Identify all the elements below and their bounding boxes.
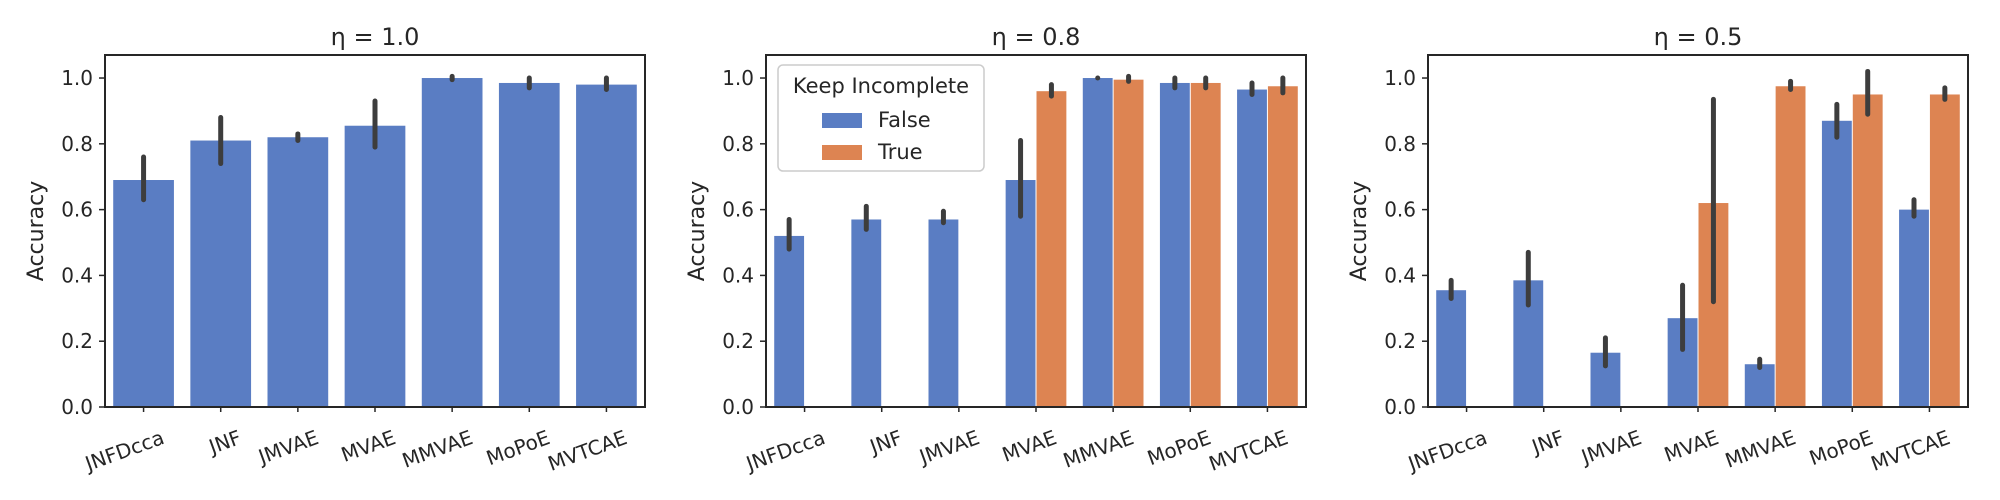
y-tick-label: 0.4 xyxy=(722,263,754,287)
x-tick-label-jnf: JNF xyxy=(1527,425,1568,459)
x-tick-label-mvtcae: MVTCAE xyxy=(1868,425,1954,476)
chart-panel-1: 0.0 0.2 0.4 0.6 0.8 1.0 JNFDcca JNF JMVAE MVAE MMV… xyxy=(24,23,646,476)
bar-mvae xyxy=(344,125,406,407)
x-tick-label-jmvae: JMVAE xyxy=(253,425,321,469)
x-tick-label-mmvae: MMVAE xyxy=(1060,425,1137,473)
bar-mopoe-true xyxy=(1852,94,1883,408)
y-tick-label: 0.0 xyxy=(722,395,754,419)
x-tick-label-jnfdcca: JNFDcca xyxy=(80,425,167,476)
x-tick-label-jnf: JNF xyxy=(865,425,906,459)
y-tick-label: 0.4 xyxy=(61,263,93,287)
y-tick-label: 1.0 xyxy=(722,66,754,90)
y-tick-label: 0.0 xyxy=(61,395,93,419)
chart-title: η = 0.8 xyxy=(992,23,1081,51)
y-tick-label: 0.8 xyxy=(1384,132,1416,156)
x-tick-label-mvae: MVAE xyxy=(999,425,1060,467)
x-tick-label-jnf: JNF xyxy=(204,425,245,459)
y-axis-label: Accuracy xyxy=(24,181,49,281)
x-tick-label-mvtcae: MVTCAE xyxy=(1206,425,1292,476)
y-tick-label: 0.8 xyxy=(722,132,754,156)
legend-swatch-true xyxy=(822,145,862,160)
x-tick-label-mmvae: MMVAE xyxy=(1722,425,1799,473)
y-axis-label: Accuracy xyxy=(1347,181,1372,281)
bar-jmvae-false xyxy=(928,219,959,407)
y-tick-label: 0.4 xyxy=(1384,263,1416,287)
bar-mmvae-false xyxy=(1082,78,1113,407)
x-tick-label-jmvae: JMVAE xyxy=(1576,425,1644,469)
bar-jnf-false xyxy=(851,219,882,407)
bar-mopoe xyxy=(498,82,560,407)
bar-mopoe-true xyxy=(1190,82,1221,407)
legend: Keep Incomplete False True xyxy=(777,64,985,172)
legend-box xyxy=(777,64,985,172)
x-tick-label-mvtcae: MVTCAE xyxy=(545,425,631,476)
bar-jnfdcca-false xyxy=(1436,290,1467,407)
legend-swatch-false xyxy=(822,113,862,128)
x-tick-label-jnfdcca: JNFDcca xyxy=(741,425,828,476)
x-tick-label-mvae: MVAE xyxy=(1661,425,1722,467)
bar-mmvae-true xyxy=(1113,79,1144,407)
chart-panel-2: 0.0 0.2 0.4 0.6 0.8 1.0 JNFDcca JNF JMVAE MVAE MMV… xyxy=(685,23,1307,476)
bar-jnfdcca-false xyxy=(774,235,805,407)
plot-frame xyxy=(1427,54,1969,408)
y-tick-label: 0.6 xyxy=(61,198,93,222)
bar-mmvae-false xyxy=(1744,364,1775,407)
bar-mvae-true xyxy=(1036,91,1067,407)
y-tick-label: 0.6 xyxy=(722,198,754,222)
bar-mvtcae-true xyxy=(1929,94,1960,408)
x-tick-label-mopoe: MoPoE xyxy=(483,425,553,470)
x-tick-label-mopoe: MoPoE xyxy=(1144,425,1214,470)
bar-mopoe-false xyxy=(1159,82,1190,407)
bar-jnfdcca xyxy=(113,180,174,407)
chart-panel-3: 0.0 0.2 0.4 0.6 0.8 1.0 JNFDcca JNF JMVAE MVAE MMV… xyxy=(1347,23,1969,476)
y-tick-label: 1.0 xyxy=(61,66,93,90)
bar-mvtcae-true xyxy=(1267,86,1298,408)
bar-mopoe-false xyxy=(1821,120,1852,407)
x-tick-label-mmvae: MMVAE xyxy=(399,425,476,473)
y-tick-label: 0.2 xyxy=(1384,329,1416,353)
bar-mvtcae-false xyxy=(1237,89,1267,407)
bar-jnf xyxy=(190,140,252,407)
bar-mmvae-true xyxy=(1775,86,1806,408)
x-tick-label-mvae: MVAE xyxy=(338,425,399,467)
y-tick-label: 0.2 xyxy=(61,329,93,353)
legend-label-true: True xyxy=(877,140,923,164)
x-tick-label-jnfdcca: JNFDcca xyxy=(1403,425,1490,476)
y-tick-label: 0.6 xyxy=(1384,198,1416,222)
y-tick-label: 0.8 xyxy=(61,132,93,156)
chart-title: η = 1.0 xyxy=(331,23,420,51)
x-tick-label-jmvae: JMVAE xyxy=(914,425,982,469)
bar-mvtcae-false xyxy=(1899,209,1929,407)
bar-mvtcae xyxy=(576,84,637,407)
bar-jmvae xyxy=(267,137,329,408)
y-tick-label: 1.0 xyxy=(1384,66,1416,90)
x-tick-label-mopoe: MoPoE xyxy=(1806,425,1876,470)
bar-mmvae xyxy=(421,78,483,407)
y-tick-label: 0.0 xyxy=(1384,395,1416,419)
y-tick-label: 0.2 xyxy=(722,329,754,353)
legend-title: Keep Incomplete xyxy=(793,74,969,98)
legend-label-false: False xyxy=(878,108,931,132)
chart-title: η = 0.5 xyxy=(1654,23,1743,51)
y-axis-label: Accuracy xyxy=(685,181,710,281)
